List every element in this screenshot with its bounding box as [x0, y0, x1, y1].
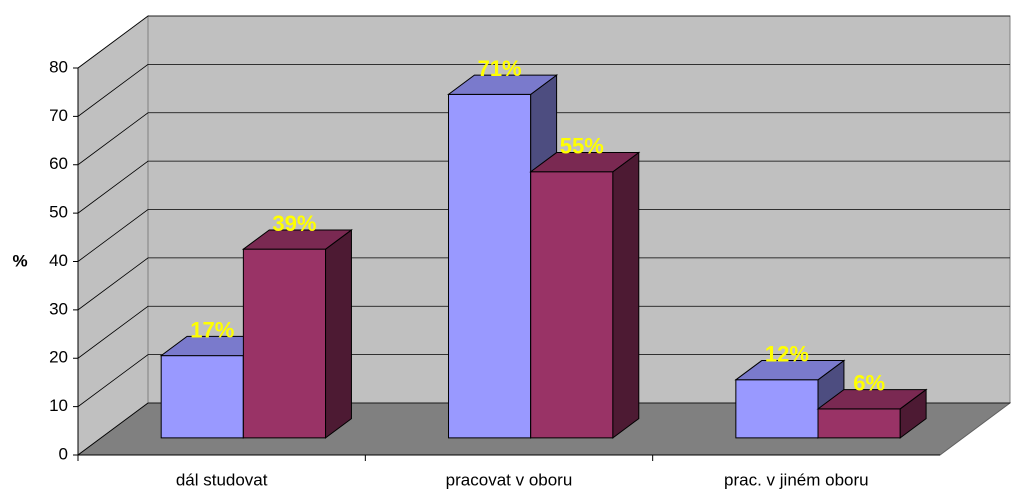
bar	[529, 151, 641, 439]
grid-line	[77, 257, 1010, 311]
bar-top	[816, 389, 928, 410]
bar	[816, 388, 928, 439]
bar-front	[530, 171, 614, 439]
grid-line	[77, 63, 1010, 117]
bar	[241, 228, 353, 439]
y-axis-label: %	[12, 251, 27, 270]
x-tick-label: prac. v jiném oboru	[724, 470, 869, 489]
value-label: 17%	[190, 317, 234, 342]
bar-front	[242, 248, 327, 439]
bar-front	[735, 379, 819, 439]
grid-line	[77, 305, 1010, 359]
grid-line	[77, 15, 1010, 69]
value-label: 71%	[478, 56, 522, 81]
bar-side	[325, 228, 352, 439]
bar-top	[529, 152, 641, 173]
y-tick-label: 80	[49, 57, 68, 76]
value-label: 55%	[560, 134, 604, 159]
grid-line	[77, 209, 1010, 262]
bar-top	[447, 74, 559, 95]
bar-front	[160, 355, 244, 439]
bar-top	[734, 360, 846, 381]
bar-side	[612, 151, 640, 439]
grid-line	[77, 354, 1010, 407]
y-tick-label: 70	[49, 106, 68, 125]
x-tick-label: dál studovat	[176, 470, 268, 489]
grid-line	[77, 112, 1010, 166]
value-label: 6%	[853, 371, 885, 396]
y-tick-label: 10	[49, 396, 68, 415]
bar-top	[241, 229, 353, 250]
y-tick-label: 20	[49, 348, 68, 367]
y-tick-label: 60	[49, 154, 68, 173]
y-tick-label: 50	[49, 203, 68, 222]
y-tick-label: 40	[49, 251, 68, 270]
grid-line	[77, 160, 1010, 214]
y-tick-label: 30	[49, 299, 68, 318]
x-tick-label: pracovat v oboru	[446, 470, 573, 489]
bar-front	[448, 93, 532, 439]
y-tick-label: 0	[59, 444, 68, 463]
value-label: 39%	[272, 211, 316, 236]
bar-front	[817, 408, 901, 439]
value-label: 12%	[765, 342, 809, 367]
grid-line	[77, 402, 1010, 456]
